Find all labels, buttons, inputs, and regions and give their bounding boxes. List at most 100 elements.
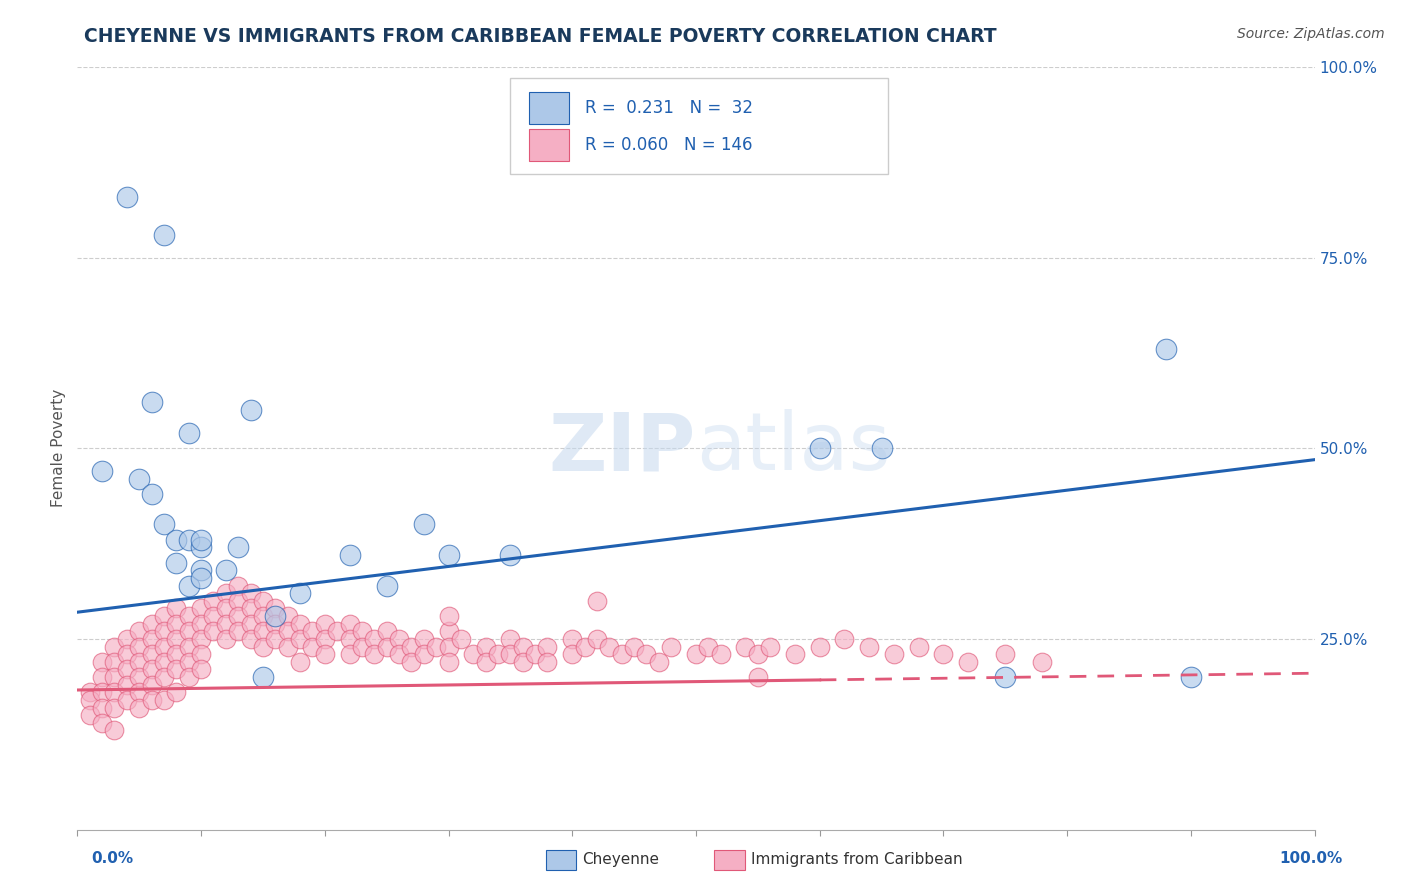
Point [215, 563, 238, 577]
Point [536, 640, 558, 654]
Point [264, 609, 287, 624]
Point [215, 601, 238, 615]
Point [388, 632, 411, 646]
Point [401, 640, 423, 654]
Point [388, 647, 411, 661]
Point [288, 632, 311, 646]
Point [153, 640, 176, 654]
Point [339, 616, 361, 631]
Point [994, 670, 1017, 684]
Point [165, 632, 187, 646]
Point [115, 693, 138, 707]
Point [808, 441, 831, 455]
Point [190, 563, 212, 577]
Point [499, 647, 522, 661]
Point [1154, 342, 1177, 356]
Point [128, 685, 150, 699]
Point [264, 601, 287, 615]
Point [499, 548, 522, 562]
Point [288, 616, 311, 631]
Point [103, 655, 125, 669]
Point [115, 678, 138, 692]
Point [623, 640, 645, 654]
Point [91, 700, 114, 714]
Point [103, 640, 125, 654]
Point [759, 640, 782, 654]
Text: R = 0.060   N = 146: R = 0.060 N = 146 [585, 136, 752, 153]
Point [870, 441, 893, 455]
Point [314, 632, 336, 646]
Point [177, 533, 200, 547]
Point [153, 655, 176, 669]
Point [301, 624, 323, 639]
Point [932, 647, 955, 661]
Point [463, 647, 485, 661]
Point [574, 640, 596, 654]
Point [190, 541, 212, 555]
Point [474, 655, 496, 669]
Point [252, 594, 274, 608]
Point [277, 609, 299, 624]
Point [783, 647, 806, 661]
Point [177, 624, 200, 639]
Point [350, 624, 373, 639]
Point [437, 655, 460, 669]
Point [153, 227, 176, 242]
Point [190, 632, 212, 646]
Point [79, 685, 101, 699]
Point [375, 624, 398, 639]
Point [425, 640, 447, 654]
Point [512, 640, 534, 654]
Bar [529, 92, 568, 124]
Point [734, 640, 756, 654]
Point [697, 640, 720, 654]
Point [226, 609, 249, 624]
Point [165, 601, 187, 615]
Point [1180, 670, 1202, 684]
Point [177, 609, 200, 624]
Point [91, 655, 114, 669]
Point [91, 464, 114, 478]
Point [239, 586, 262, 600]
Point [524, 647, 547, 661]
Point [264, 632, 287, 646]
Point [215, 632, 238, 646]
Point [561, 632, 583, 646]
Point [190, 647, 212, 661]
Point [165, 662, 187, 676]
Point [339, 647, 361, 661]
Point [288, 586, 311, 600]
Point [128, 472, 150, 486]
Point [747, 670, 769, 684]
Point [103, 700, 125, 714]
Point [128, 640, 150, 654]
Point [153, 517, 176, 532]
Point [141, 693, 163, 707]
Point [326, 624, 349, 639]
Point [115, 632, 138, 646]
Point [79, 693, 101, 707]
Point [190, 571, 212, 585]
Text: Immigrants from Caribbean: Immigrants from Caribbean [751, 853, 963, 867]
Point [685, 647, 707, 661]
Point [215, 586, 238, 600]
Point [115, 189, 138, 203]
Point [128, 700, 150, 714]
Point [339, 548, 361, 562]
Point [586, 594, 609, 608]
Point [91, 685, 114, 699]
Point [128, 655, 150, 669]
Point [141, 632, 163, 646]
Point [957, 655, 980, 669]
Point [252, 640, 274, 654]
Point [437, 548, 460, 562]
Point [190, 601, 212, 615]
Text: atlas: atlas [696, 409, 890, 487]
Point [474, 640, 496, 654]
Text: CHEYENNE VS IMMIGRANTS FROM CARIBBEAN FEMALE POVERTY CORRELATION CHART: CHEYENNE VS IMMIGRANTS FROM CARIBBEAN FE… [84, 27, 997, 45]
Point [141, 395, 163, 409]
Point [177, 425, 200, 440]
Point [153, 624, 176, 639]
Text: Cheyenne: Cheyenne [582, 853, 659, 867]
Text: R =  0.231   N =  32: R = 0.231 N = 32 [585, 99, 752, 117]
